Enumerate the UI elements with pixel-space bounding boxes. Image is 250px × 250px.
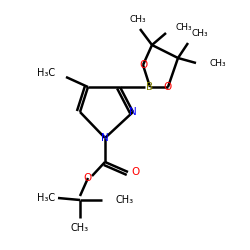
Text: O: O [84, 173, 92, 183]
Text: CH₃: CH₃ [115, 195, 133, 205]
Text: N: N [101, 133, 109, 143]
Text: CH₃: CH₃ [71, 223, 89, 233]
Text: O: O [164, 82, 172, 92]
Text: H₃C: H₃C [37, 68, 55, 78]
Text: N: N [129, 107, 137, 117]
Text: CH₃: CH₃ [210, 60, 226, 68]
Text: B: B [146, 82, 154, 92]
Text: CH₃: CH₃ [192, 30, 208, 38]
Text: O: O [131, 167, 139, 177]
Text: CH₃: CH₃ [130, 14, 146, 24]
Text: H₃C: H₃C [37, 193, 55, 203]
Text: CH₃: CH₃ [176, 22, 192, 32]
Text: O: O [139, 60, 147, 70]
